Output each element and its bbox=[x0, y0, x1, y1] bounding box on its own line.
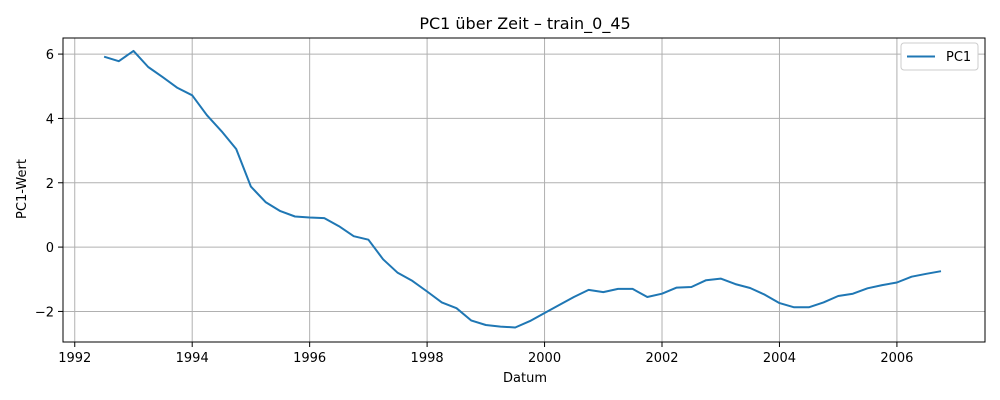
legend-label-pc1: PC1 bbox=[946, 50, 971, 65]
y-tick-label: 0 bbox=[46, 241, 54, 256]
x-tick-label: 1996 bbox=[293, 351, 326, 366]
x-axis-label: Datum bbox=[503, 371, 547, 386]
y-tick-label: 6 bbox=[46, 48, 54, 63]
plot-frame bbox=[62, 37, 986, 343]
chart-title: PC1 über Zeit – train_0_45 bbox=[419, 14, 630, 34]
y-tick-label: −2 bbox=[35, 305, 54, 320]
x-tick-label: 2004 bbox=[763, 351, 796, 366]
x-axis-ticks: 1992 1994 1996 1998 2000 2002 2004 2006 bbox=[58, 342, 913, 366]
x-tick-label: 1992 bbox=[58, 351, 91, 366]
y-tick-label: 4 bbox=[46, 112, 54, 127]
x-tick-label: 1994 bbox=[176, 351, 209, 366]
legend: PC1 bbox=[900, 42, 979, 71]
x-tick-label: 2002 bbox=[645, 351, 678, 366]
series-layer bbox=[103, 49, 942, 329]
legend-box bbox=[900, 42, 979, 71]
x-tick-label: 1998 bbox=[411, 351, 444, 366]
y-axis-label: PC1-Wert bbox=[15, 159, 30, 219]
y-tick-label: 2 bbox=[46, 177, 54, 192]
x-tick-label: 2006 bbox=[880, 351, 913, 366]
y-axis-ticks: −2 0 2 4 6 bbox=[35, 48, 63, 320]
grid bbox=[63, 38, 985, 342]
x-tick-label: 2000 bbox=[528, 351, 561, 366]
series-line-pc1 bbox=[103, 49, 942, 329]
